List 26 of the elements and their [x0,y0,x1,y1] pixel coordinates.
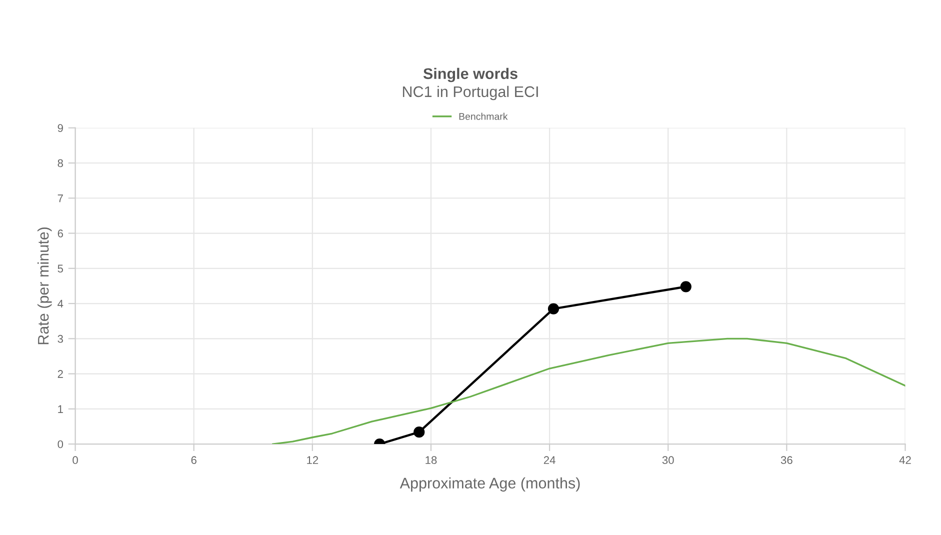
x-axis-title: Approximate Age (months) [400,477,580,492]
x-tick-label: 24 [544,456,556,464]
y-tick-label: 3 [58,334,63,343]
line-series [272,338,906,444]
y-tick-label: 2 [58,370,63,378]
y-tick-label: 4 [58,300,64,308]
y-tick-label: 8 [58,159,63,168]
x-tick-label: 36 [780,456,792,464]
y-tick-label: 0 [58,440,64,448]
y-tick-label: 1 [58,405,63,413]
x-tick-label: 18 [426,456,437,464]
y-tick-label: 5 [58,264,64,273]
chart-subtitle: NC1 in Portugal ECI [402,86,538,100]
x-tick-label: 30 [662,456,674,464]
x-tick-label: 42 [899,456,911,464]
x-tick-label: 12 [307,456,318,464]
x-tick-label: 6 [191,456,196,464]
y-axis-title: Rate (per minute) [38,227,52,344]
y-tick-label: 9 [58,124,63,132]
point [680,281,692,292]
y-tick-label: 7 [58,194,63,202]
legend-label: Benchmark [459,112,508,120]
point [548,303,560,314]
chart-title: Single words [423,68,518,82]
x-tick-label: 0 [72,456,78,464]
y-tick-label: 6 [58,230,63,238]
